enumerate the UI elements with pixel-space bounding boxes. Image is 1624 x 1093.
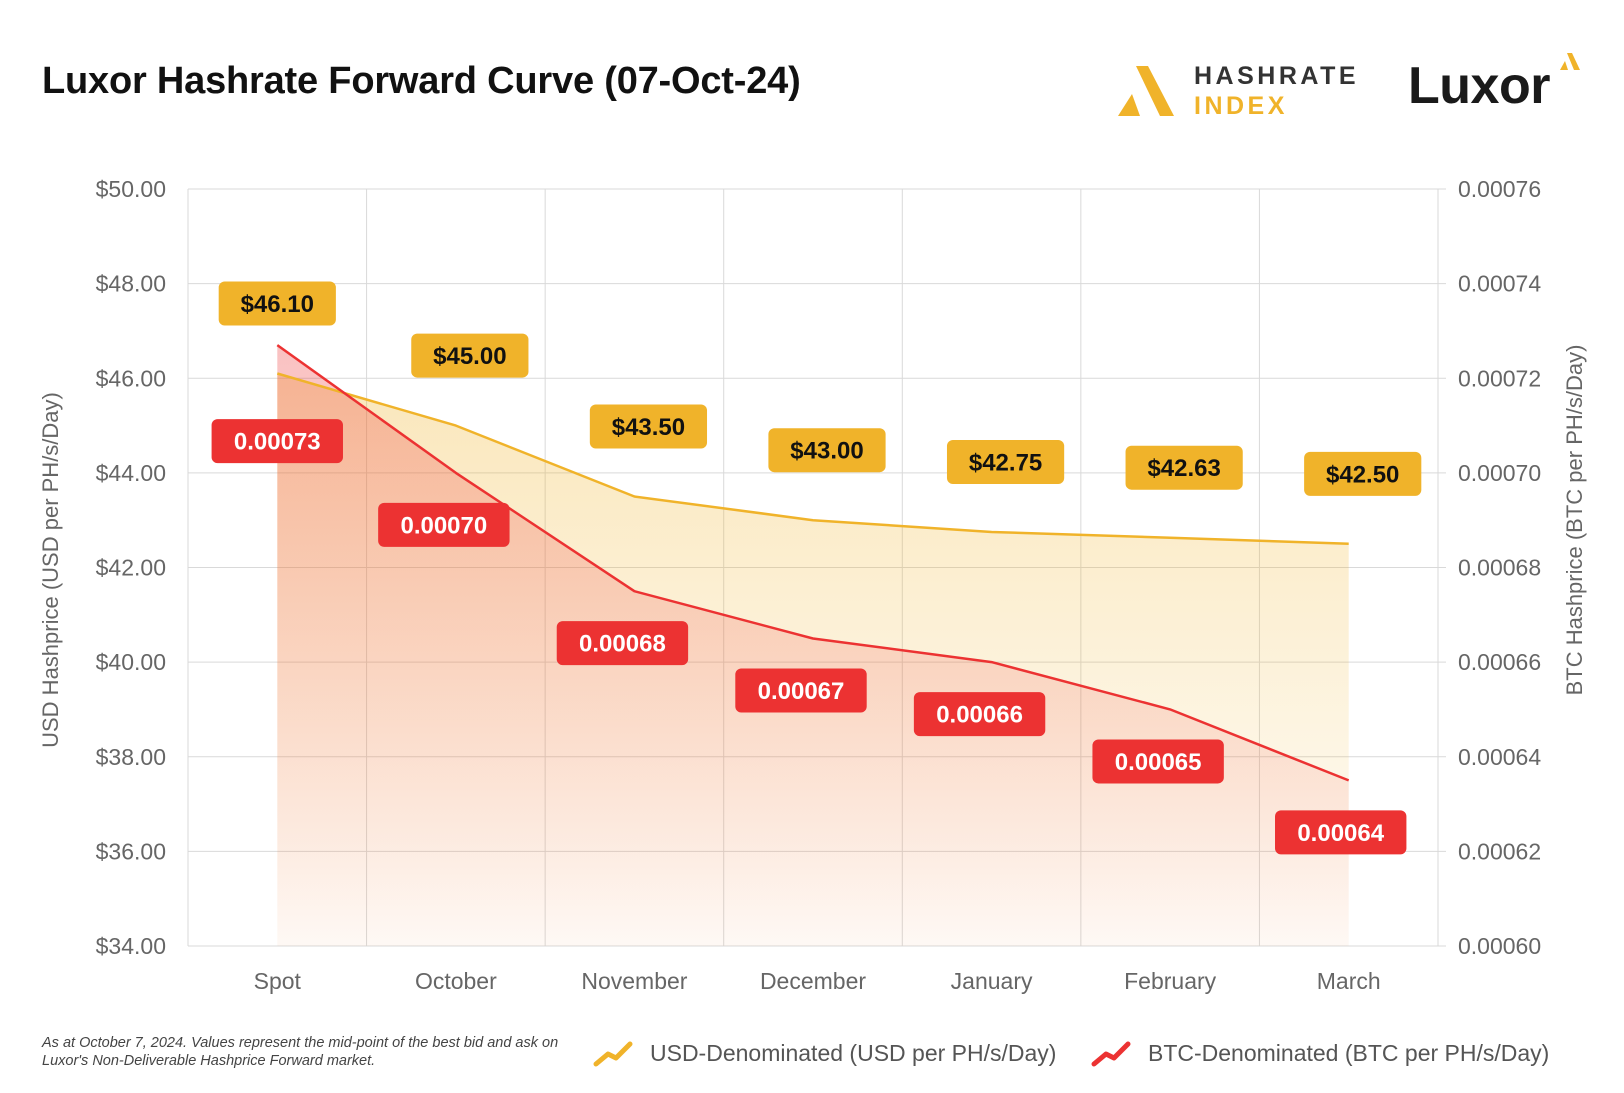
x-tick-label-1: October xyxy=(415,968,497,994)
btc-data-label-4: 0.00066 xyxy=(913,692,1046,737)
legend-usd-icon xyxy=(593,1041,633,1067)
left-tick-label-4: $42.00 xyxy=(96,555,166,581)
usd-data-label-3-text: $43.00 xyxy=(790,438,863,465)
usd-line xyxy=(276,372,1349,546)
btc-data-label-1: 0.00070 xyxy=(378,502,510,547)
left-tick-label-6: $46.00 xyxy=(96,365,166,391)
btc-data-label-1-bg xyxy=(378,502,510,547)
hashrate-index-logo-mark xyxy=(1118,66,1174,116)
usd-data-label-0-text: $46.10 xyxy=(241,291,314,318)
usd-data-label-1: $45.00 xyxy=(411,333,529,378)
right-tick-label-7: 0.00074 xyxy=(1458,271,1541,297)
left-axis-ticks: $34.00 $36.00 $38.00 $40.00 $42.00 $44.00 $46.… xyxy=(96,176,166,959)
btc-data-label-3-bg xyxy=(735,668,867,713)
x-tick-label-4: January xyxy=(951,968,1033,994)
usd-data-label-3-bg xyxy=(768,428,886,473)
legend-btc-label: BTC-Denominated (BTC per PH/s/Day) xyxy=(1148,1040,1550,1066)
legend-usd-label: USD-Denominated (USD per PH/s/Day) xyxy=(650,1040,1057,1066)
usd-data-label-2: $43.50 xyxy=(589,404,708,449)
btc-data-label-0-text: 0.00073 xyxy=(234,429,321,456)
left-tick-label-8: $50.00 xyxy=(96,176,166,202)
x-axis-ticks: Spot October November December January Februa… xyxy=(254,968,1381,994)
btc-data-label-6: 0.00064 xyxy=(1275,810,1407,855)
left-tick-label-7: $48.00 xyxy=(96,271,166,297)
legend: USD-Denominated (USD per PH/s/Day) BTC-D… xyxy=(592,1034,1612,1074)
btc-data-label-3: 0.00067 xyxy=(735,668,867,713)
left-axis-label: USD Hashprice (USD per PH/s/Day) xyxy=(38,392,63,748)
x-tick-label-6: March xyxy=(1317,968,1381,994)
right-tick-label-2: 0.00064 xyxy=(1458,744,1541,770)
btc-line xyxy=(276,344,1350,782)
chart-title: Luxor Hashrate Forward Curve (07-Oct-24) xyxy=(42,60,801,102)
btc-data-label-6-bg xyxy=(1275,810,1407,855)
left-tick-label-1: $36.00 xyxy=(96,838,166,864)
btc-data-label-3-text: 0.00067 xyxy=(758,678,845,705)
left-tick-label-2: $38.00 xyxy=(96,744,166,770)
usd-data-label-3: $43.00 xyxy=(768,428,886,473)
btc-data-label-5: 0.00065 xyxy=(1092,739,1224,784)
luxor-logo-mark xyxy=(1560,53,1580,70)
usd-data-label-0: $46.10 xyxy=(218,281,336,326)
btc-data-label-4-bg xyxy=(913,692,1046,737)
right-tick-label-1: 0.00062 xyxy=(1458,838,1541,864)
btc-data-label-5-text: 0.00065 xyxy=(1115,749,1202,776)
hashrate-index-logo-word-2: INDEX xyxy=(1194,92,1288,120)
legend-btc-icon xyxy=(1091,1041,1131,1067)
usd-data-label-5: $42.63 xyxy=(1125,445,1243,490)
hashrate-index-logo-word-1: HASHRATE xyxy=(1194,62,1360,90)
right-tick-label-3: 0.00066 xyxy=(1458,649,1541,675)
x-tick-label-0: Spot xyxy=(254,968,302,994)
btc-data-label-0: 0.00073 xyxy=(211,419,343,464)
right-tick-label-0: 0.00060 xyxy=(1458,933,1541,959)
btc-data-label-6-text: 0.00064 xyxy=(1297,820,1384,847)
usd-data-label-2-text: $43.50 xyxy=(612,414,685,441)
right-tick-label-8: 0.00076 xyxy=(1458,176,1541,202)
btc-data-label-2: 0.00068 xyxy=(556,621,689,666)
x-tick-label-2: November xyxy=(581,968,687,994)
btc-data-label-1-text: 0.00070 xyxy=(400,512,487,539)
btc-area xyxy=(277,345,1349,947)
x-tick-label-5: February xyxy=(1124,968,1217,994)
usd-data-label-1-bg xyxy=(411,333,529,378)
x-tick-label-3: December xyxy=(760,968,866,994)
luxor-logo-word: Luxor xyxy=(1408,57,1550,115)
series-lines xyxy=(276,344,1350,782)
right-axis-label: BTC Hashprice (BTC per PH/s/Day) xyxy=(1562,345,1587,696)
usd-data-label-6-text: $42.50 xyxy=(1326,461,1399,488)
btc-data-label-4-text: 0.00066 xyxy=(936,702,1023,729)
left-tick-label-5: $44.00 xyxy=(96,460,166,486)
left-tick-label-3: $40.00 xyxy=(96,649,166,675)
usd-data-label-0-bg xyxy=(218,281,336,326)
right-axis-ticks: 0.00060 0.00062 0.00064 0.00066 0.00068 0.000… xyxy=(1458,176,1541,959)
usd-data-label-4: $42.75 xyxy=(946,440,1065,485)
btc-data-label-5-bg xyxy=(1092,739,1224,784)
forward-curve-chart: $34.00 $36.00 $38.00 $40.00 $42.00 $44.00 $46.… xyxy=(38,176,1587,994)
right-tick-label-5: 0.00070 xyxy=(1458,460,1541,486)
left-tick-label-0: $34.00 xyxy=(96,933,166,959)
footnote: As at October 7, 2024. Values represent … xyxy=(42,1035,559,1069)
luxor-logo: Luxor xyxy=(1408,52,1588,132)
usd-data-label-2-bg xyxy=(589,404,708,449)
usd-data-label-4-text: $42.75 xyxy=(969,450,1042,477)
usd-data-label-6: $42.50 xyxy=(1304,451,1422,496)
right-tick-label-6: 0.00072 xyxy=(1458,365,1541,391)
data-labels: $46.10 $45.00 $43.50 $43.00 $42.75 $42.63 $42.… xyxy=(211,281,1422,855)
usd-data-label-1-text: $45.00 xyxy=(433,343,506,370)
hashrate-index-logo: HASHRATE INDEX xyxy=(1114,58,1364,122)
right-tick-label-4: 0.00068 xyxy=(1458,555,1541,581)
usd-data-label-6-bg xyxy=(1304,451,1422,496)
btc-data-label-2-text: 0.00068 xyxy=(579,631,666,658)
usd-data-label-5-bg xyxy=(1125,445,1243,490)
btc-data-label-0-bg xyxy=(211,419,343,464)
usd-data-label-5-text: $42.63 xyxy=(1147,455,1220,482)
usd-data-label-4-bg xyxy=(946,440,1065,485)
btc-data-label-2-bg xyxy=(556,621,689,666)
series-areas xyxy=(277,345,1349,947)
